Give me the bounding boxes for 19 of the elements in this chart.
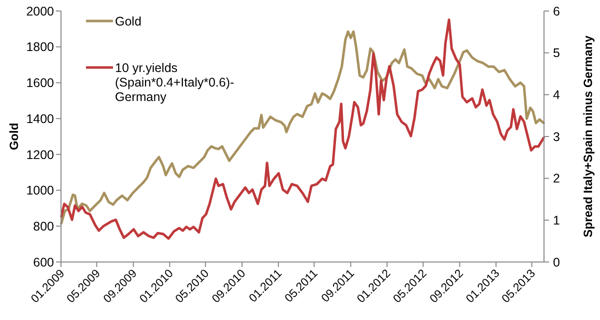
y2-tick-label: 2 <box>553 172 560 186</box>
y-tick-label: 2000 <box>26 4 54 18</box>
legend-label: 10 yr.yields (Spain*0.4+Italy*0.6)-Germany <box>115 60 234 104</box>
y-tick-label: 800 <box>33 220 54 234</box>
y2-tick-label: 6 <box>553 4 560 18</box>
y-tick-label: 1000 <box>26 184 54 198</box>
y-tick-label: 1400 <box>26 112 54 126</box>
y-tick-label: 1600 <box>26 76 54 90</box>
y2-axis-title: Spread Italy+Spain minus Germany <box>581 35 595 238</box>
y2-tick-label: 4 <box>553 88 560 102</box>
y2-tick-label: 5 <box>553 46 560 60</box>
y2-tick-label: 0 <box>553 255 560 270</box>
y-tick-label: 1200 <box>26 148 54 162</box>
y-tick-label: 1800 <box>26 40 54 54</box>
y-tick-label: 600 <box>33 255 54 270</box>
y2-tick-label: 3 <box>553 130 560 144</box>
y-axis-title: Gold <box>7 122 21 150</box>
legend-label: Gold <box>115 14 142 28</box>
y2-tick-label: 1 <box>553 214 560 228</box>
